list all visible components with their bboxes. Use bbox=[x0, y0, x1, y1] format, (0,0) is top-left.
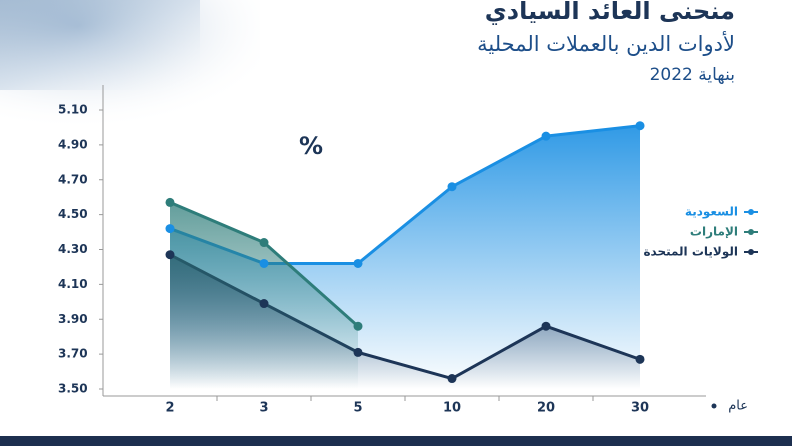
unit-label: % bbox=[299, 132, 323, 160]
x-tick-label: 3 bbox=[259, 401, 268, 416]
legend-label: الإمارات bbox=[690, 225, 738, 239]
point bbox=[165, 224, 175, 234]
chart-subtitle: لأدوات الدين بالعملات المحلية bbox=[477, 31, 735, 56]
point bbox=[353, 321, 363, 331]
chart-note: بنهاية 2022 bbox=[650, 65, 735, 85]
y-tick-label: 5.10 bbox=[58, 103, 88, 117]
point bbox=[259, 258, 269, 268]
point bbox=[353, 347, 363, 357]
x-tick-label: 30 bbox=[631, 401, 649, 416]
point bbox=[447, 374, 457, 384]
y-tick-label: 3.50 bbox=[58, 382, 88, 396]
y-tick-label: 4.70 bbox=[58, 172, 88, 186]
footer-bar bbox=[0, 436, 792, 446]
point bbox=[541, 321, 551, 331]
point bbox=[541, 131, 551, 141]
x-axis-label: عام bbox=[728, 399, 748, 414]
legend-marker bbox=[748, 249, 754, 255]
legend-label: الولايات المتحدة bbox=[643, 245, 738, 260]
point bbox=[353, 258, 363, 268]
area bbox=[170, 202, 358, 389]
point bbox=[165, 250, 175, 260]
legend-label: السعودية bbox=[685, 205, 738, 220]
y-tick-label: 4.90 bbox=[58, 137, 88, 151]
y-tick-label: 4.10 bbox=[58, 277, 88, 291]
x-tick-label: 20 bbox=[537, 401, 555, 416]
point bbox=[259, 238, 269, 248]
y-tick-label: 4.50 bbox=[58, 207, 88, 221]
point bbox=[165, 197, 175, 207]
legend-marker bbox=[748, 209, 754, 215]
header-image-overlay bbox=[0, 0, 200, 90]
legend-marker bbox=[748, 229, 754, 235]
y-tick-label: 3.90 bbox=[58, 312, 88, 326]
x-tick-label: 2 bbox=[165, 401, 174, 416]
point bbox=[635, 354, 645, 364]
y-tick-label: 4.30 bbox=[58, 242, 88, 256]
point bbox=[259, 299, 269, 309]
point bbox=[447, 182, 457, 192]
x-tick-label: 5 bbox=[353, 401, 362, 416]
y-tick-label: 3.70 bbox=[58, 347, 88, 361]
point bbox=[635, 121, 645, 131]
x-tick-label: 10 bbox=[443, 401, 461, 416]
chart-title: منحنى العائد السيادي bbox=[485, 0, 735, 25]
x-axis-arrow bbox=[711, 403, 717, 409]
